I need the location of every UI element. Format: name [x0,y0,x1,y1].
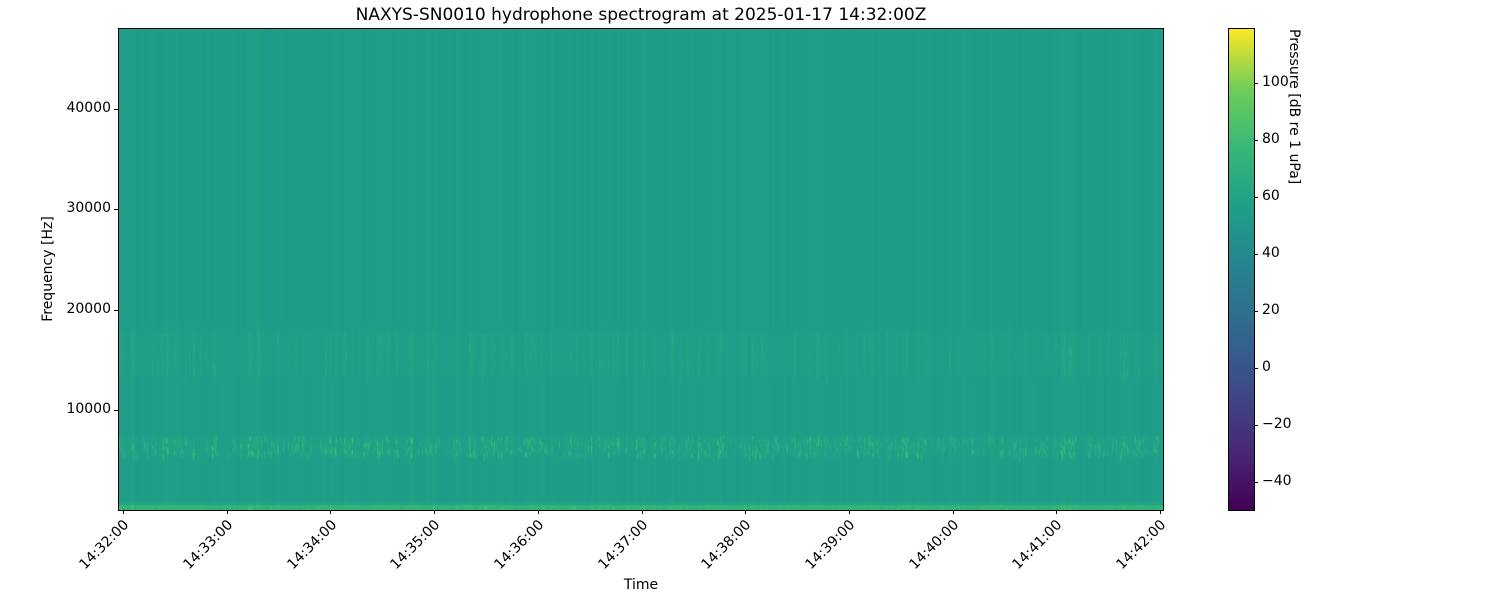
colorbar-tick [1254,83,1258,85]
colorbar-gradient [1229,29,1254,510]
colorbar-tick [1254,424,1258,426]
x-axis-tick [330,510,332,514]
x-axis-tick-label: 14:38:00 [698,517,755,573]
x-axis-tick-label: 14:39:00 [802,517,859,573]
colorbar-tick [1254,140,1258,141]
y-axis-tick-label: 30000 [66,200,111,217]
x-axis-tick-label: 14:34:00 [283,517,340,573]
colorbar-tick-label: 80 [1262,131,1280,147]
x-axis-tick [745,510,747,514]
x-axis-tick [641,510,643,514]
colorbar-label: Pressure [dB re 1 uPa] [1286,29,1302,185]
spectrogram-canvas [119,29,1163,510]
x-axis-tick [123,510,124,514]
y-axis-tick [114,109,118,111]
colorbar-tick [1254,367,1258,369]
colorbar [1228,28,1255,511]
y-axis-tick [114,309,118,311]
x-axis-tick-label: 14:37:00 [595,517,651,573]
colorbar-tick [1254,481,1258,483]
colorbar-tick-label: 20 [1262,301,1280,318]
x-axis-tick [1056,510,1058,514]
x-axis-tick [537,510,539,514]
y-axis-tick [114,409,118,411]
y-axis-tick-label: 20000 [66,300,111,317]
y-axis-tick [114,209,118,211]
y-axis-tick-label: 40000 [66,100,111,117]
colorbar-tick [1254,253,1258,255]
x-axis-tick-label: 14:42:00 [1113,517,1170,573]
colorbar-tick [1254,196,1258,198]
x-axis-tick [434,510,436,514]
x-axis-tick-label: 14:35:00 [387,517,444,573]
colorbar-tick-label: −40 [1262,472,1292,489]
x-axis-tick-label: 14:40:00 [906,517,962,573]
colorbar-tick-label: 60 [1262,187,1280,204]
y-axis-tick-label: 10000 [66,400,111,417]
x-axis-label: Time [623,577,659,593]
x-axis-tick-label: 14:32:00 [76,517,133,573]
y-axis-label: Frequency [Hz] [40,216,56,322]
chart-title: NAXYS-SN0010 hydrophone spectrogram at 2… [355,5,927,25]
x-axis-tick [226,510,228,514]
spectrogram-plot [118,28,1164,511]
x-axis-tick [848,510,850,514]
x-axis-tick [1160,510,1161,514]
x-axis-tick [952,510,954,514]
x-axis-tick-label: 14:33:00 [180,517,237,573]
x-axis-tick-label: 14:41:00 [1009,517,1066,573]
colorbar-tick-label: 100 [1262,74,1289,91]
x-axis-tick-label: 14:36:00 [491,517,548,573]
colorbar-tick-label: 0 [1262,358,1271,375]
colorbar-tick [1254,310,1258,312]
colorbar-tick-label: 40 [1262,244,1280,261]
colorbar-tick-label: −20 [1262,415,1292,432]
